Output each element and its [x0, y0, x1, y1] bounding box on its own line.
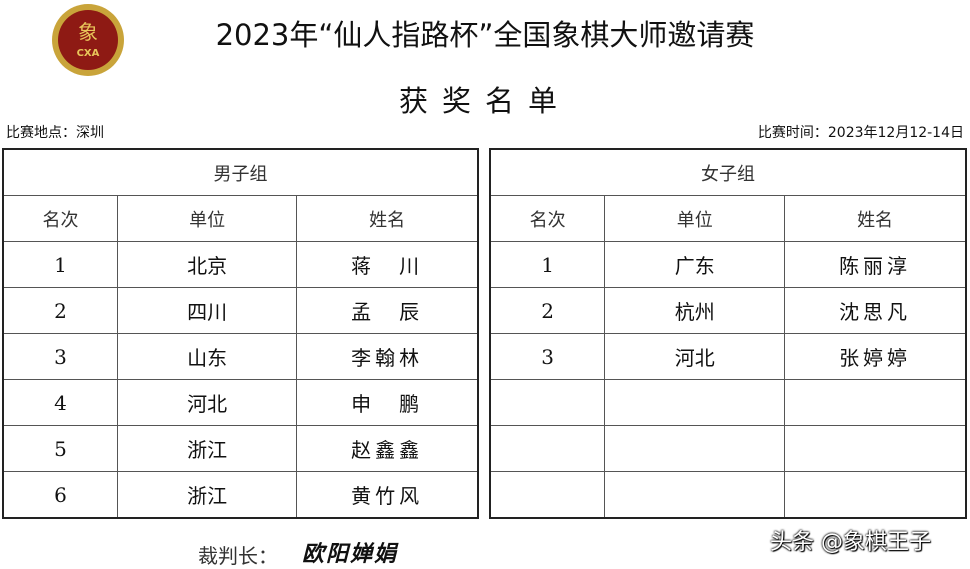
rank-cell: 2 [489, 287, 606, 334]
unit-cell: 广东 [604, 241, 786, 288]
table-row: 1 广东 陈丽淳 [489, 241, 967, 288]
unit-cell [604, 425, 786, 472]
unit-cell: 河北 [604, 333, 786, 380]
table-row [489, 379, 967, 426]
rank-cell: 2 [2, 287, 118, 334]
table-row: 4 河北申 鹏 [2, 379, 479, 426]
name-cell [784, 379, 967, 426]
page-title: 2023年“仙人指路杯”全国象棋大师邀请赛 [215, 18, 755, 52]
watermark: 头条 @象棋王子 [770, 530, 931, 555]
name-cell [784, 471, 967, 519]
unit-cell: 河北 [116, 379, 298, 426]
venue: 比赛地点：深圳 [6, 125, 104, 141]
name-cell: 黄竹风 [296, 471, 479, 519]
table-row: 1 北京蒋 川 [2, 241, 479, 288]
column-header: 姓名 [784, 195, 967, 242]
rank-cell [489, 379, 606, 426]
group-label: 女子组 [489, 148, 967, 196]
men-results-table: 男子组 名次 单位 姓名 1 北京蒋 川 2 四川孟 辰 3 山东 李翰林 4 河北申 鹏 5 浙江… [2, 148, 479, 519]
rank-cell: 3 [489, 333, 606, 380]
table-row: 3 山东 李翰林 [2, 333, 479, 380]
table-row: 5 浙江 赵鑫鑫 [2, 425, 479, 472]
rank-cell: 1 [489, 241, 606, 288]
name-cell: 李翰林 [296, 333, 479, 380]
unit-cell: 四川 [116, 287, 298, 334]
name-cell: 孟 辰 [296, 287, 479, 334]
name-cell: 蒋 川 [296, 241, 479, 288]
unit-cell: 浙江 [116, 425, 298, 472]
rank-cell: 6 [2, 471, 118, 519]
unit-cell: 北京 [116, 241, 298, 288]
rank-cell [489, 471, 606, 519]
page-subtitle: 获奖名单 [398, 84, 571, 118]
name-cell: 沈思凡 [784, 287, 967, 334]
unit-cell [604, 379, 786, 426]
column-header: 名次 [489, 195, 606, 242]
cxa-logo: 象 CXA [52, 4, 124, 76]
table-row [489, 471, 967, 519]
referee-label: 裁判长： [198, 544, 278, 568]
column-header: 单位 [604, 195, 786, 242]
date: 比赛时间：2023年12月12-14日 [757, 125, 964, 141]
name-cell: 赵鑫鑫 [296, 425, 479, 472]
table-row [489, 425, 967, 472]
unit-cell: 浙江 [116, 471, 298, 519]
column-header: 姓名 [296, 195, 479, 242]
group-label: 男子组 [2, 148, 479, 196]
women-results-table: 女子组 名次 单位 姓名 1 广东 陈丽淳 2 杭州 沈思凡 3 河北 张婷婷 [489, 148, 967, 519]
rank-cell [489, 425, 606, 472]
table-row: 2 杭州 沈思凡 [489, 287, 967, 334]
table-row: 3 河北 张婷婷 [489, 333, 967, 380]
name-cell: 张婷婷 [784, 333, 967, 380]
unit-cell [604, 471, 786, 519]
name-cell: 申 鹏 [296, 379, 479, 426]
referee-signature: 欧阳婵娟 [302, 541, 399, 567]
rank-cell: 4 [2, 379, 118, 426]
unit-cell: 山东 [116, 333, 298, 380]
name-cell: 陈丽淳 [784, 241, 967, 288]
unit-cell: 杭州 [604, 287, 786, 334]
table-row: 2 四川孟 辰 [2, 287, 479, 334]
name-cell [784, 425, 967, 472]
rank-cell: 5 [2, 425, 118, 472]
column-header: 单位 [116, 195, 298, 242]
rank-cell: 1 [2, 241, 118, 288]
table-row: 6 浙江 黄竹风 [2, 471, 479, 519]
rank-cell: 3 [2, 333, 118, 380]
column-header: 名次 [2, 195, 118, 242]
